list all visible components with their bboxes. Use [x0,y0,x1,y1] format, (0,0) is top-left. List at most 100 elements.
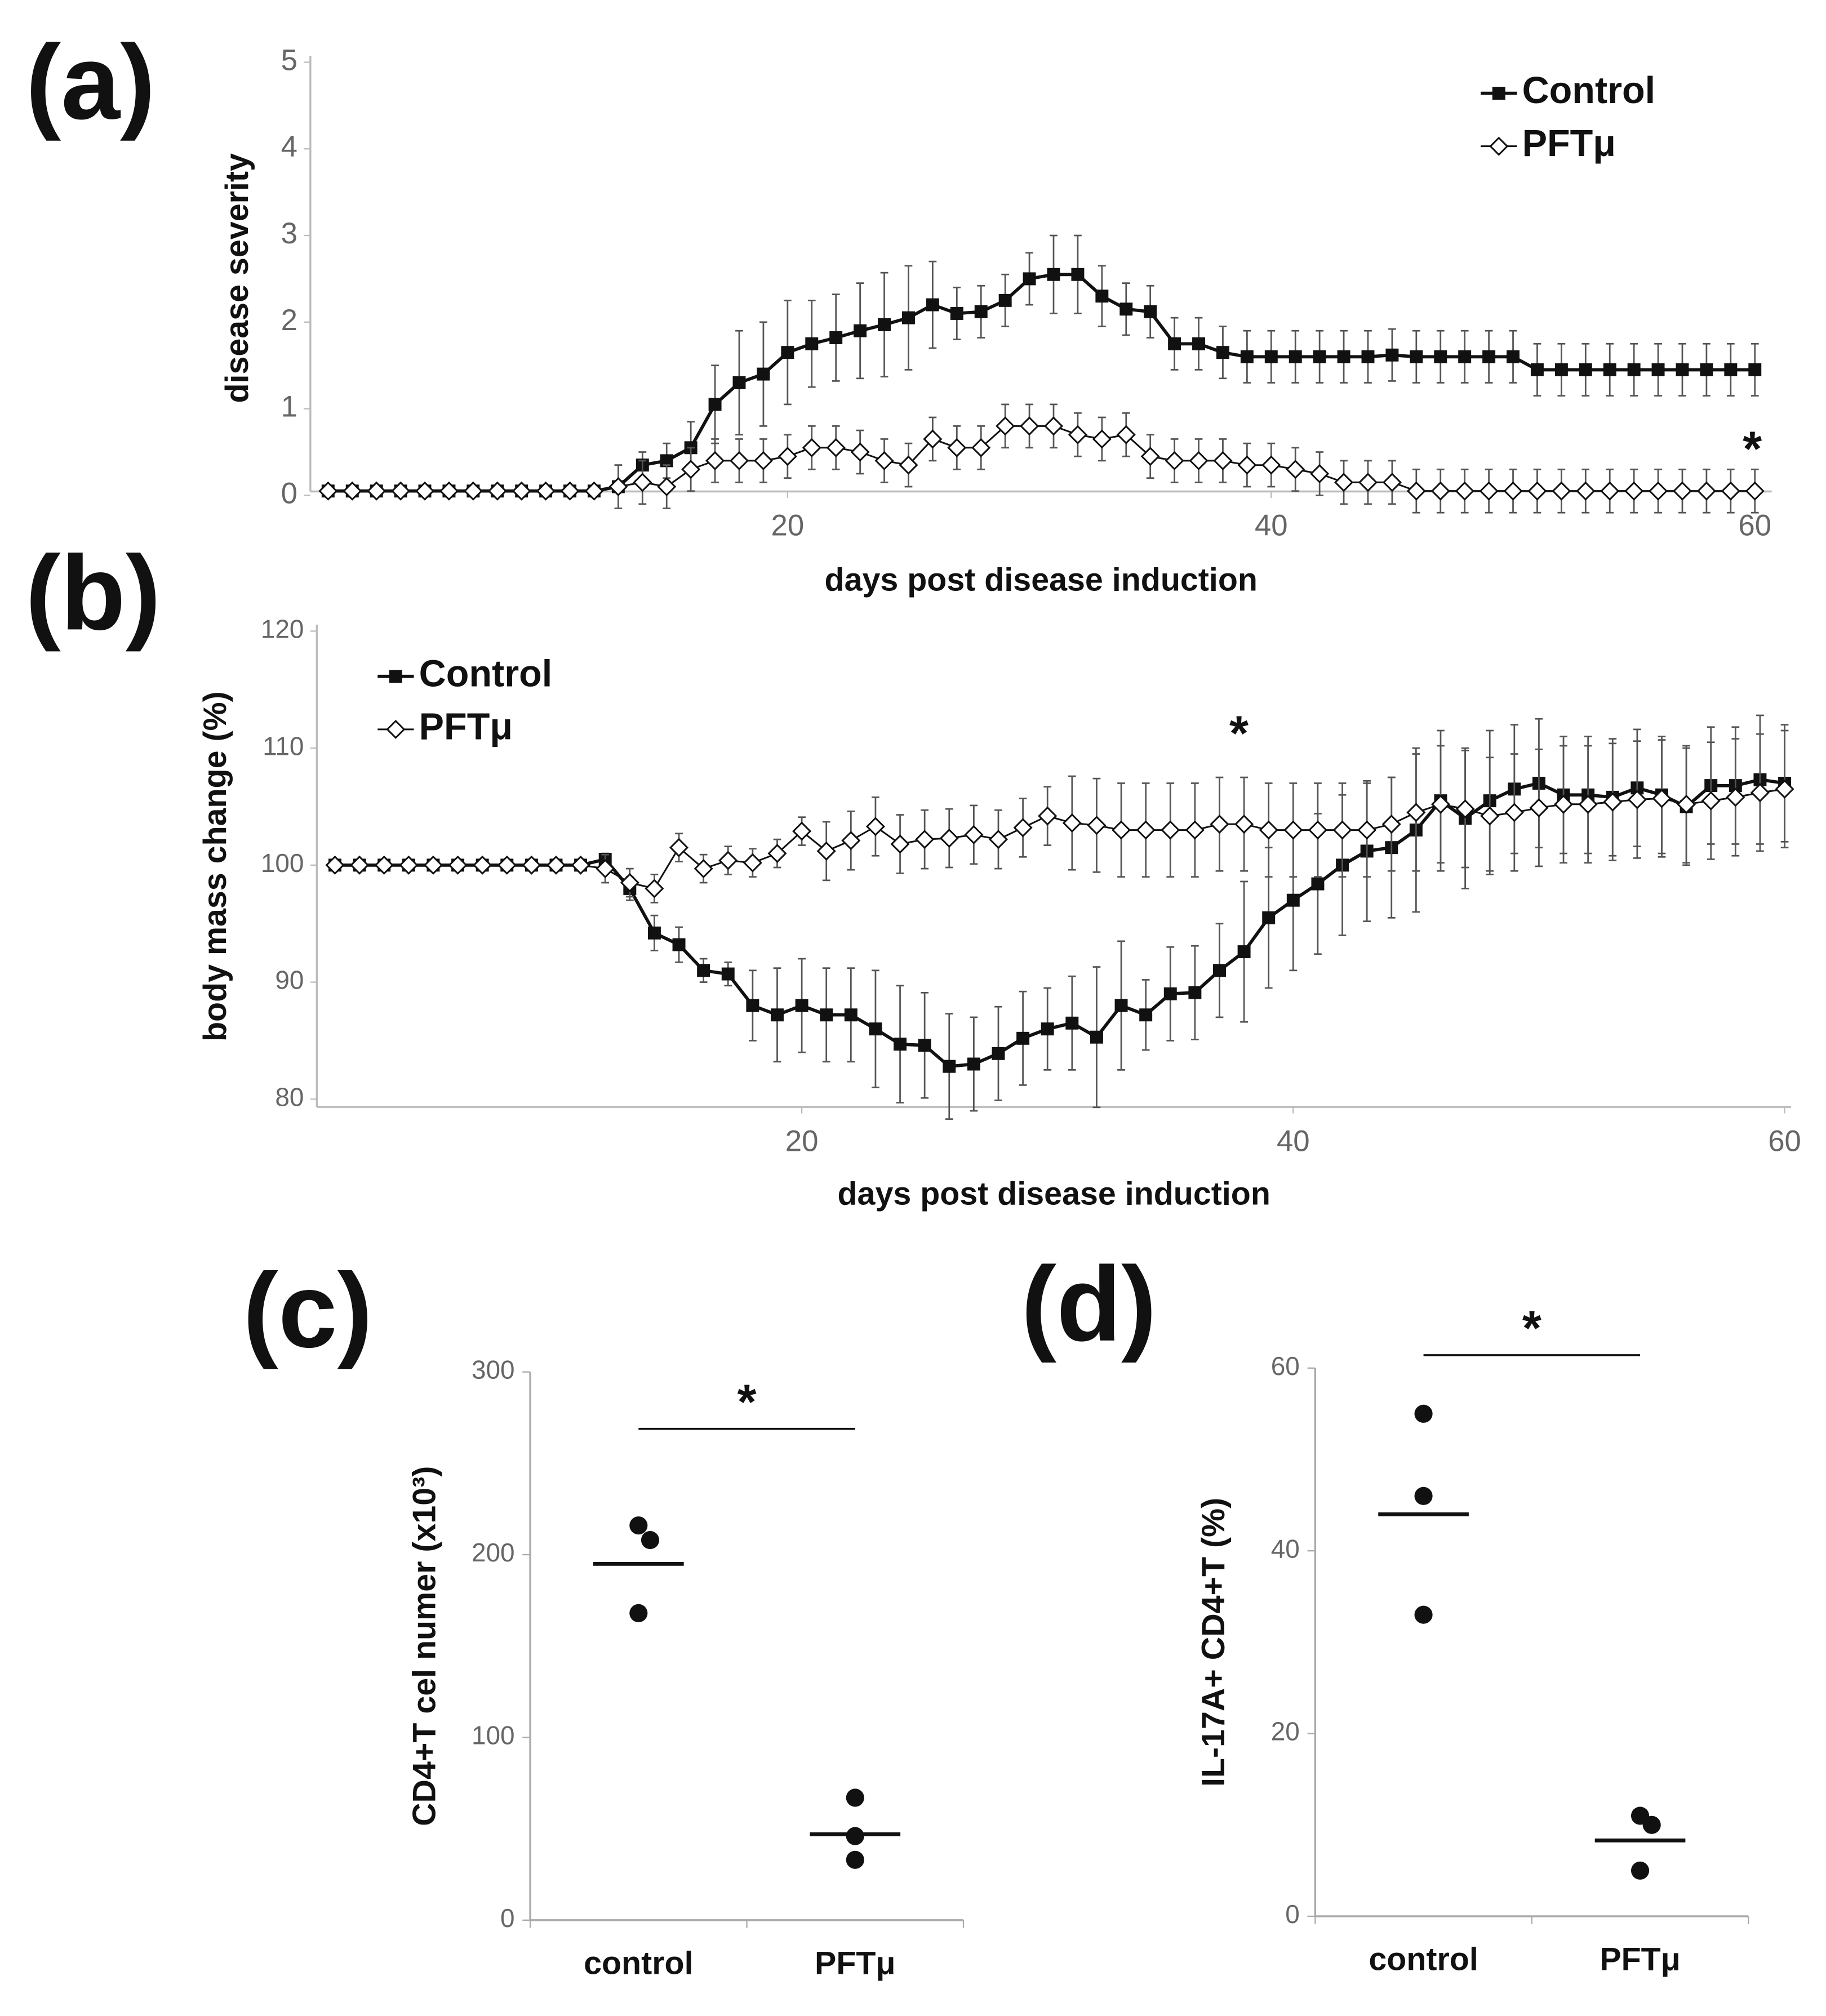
dot [846,1788,864,1807]
y-tick-label: 5 [281,43,297,77]
marker [1168,337,1181,350]
x-tick-label: 40 [1255,509,1288,542]
marker [1479,481,1499,501]
marker [1213,964,1226,977]
marker [767,844,787,864]
marker [350,855,370,875]
marker [1406,803,1426,822]
marker [1234,815,1254,834]
marker [1047,268,1060,281]
marker [1677,794,1696,814]
marker [1332,820,1352,840]
dot [1414,1487,1433,1505]
panel-label: (a) [26,23,156,141]
y-axis-label: IL-17A+ CD4+T (%) [1196,1498,1232,1787]
y-tick-label: 80 [275,1082,304,1111]
marker [721,967,735,981]
marker [1600,481,1620,501]
marker [1043,416,1064,436]
dot [629,1604,648,1622]
marker [536,481,556,501]
marker [1651,363,1665,376]
marker [1700,363,1713,376]
x-axis-label: days post disease induction [825,562,1258,598]
marker [1140,447,1160,466]
annotation: * [1743,422,1762,477]
marker [865,817,885,836]
y-axis-label: body mass change (%) [197,691,233,1042]
marker [1696,481,1716,501]
marker [1136,820,1156,840]
marker [1627,790,1647,809]
series-line [335,778,1785,1069]
y-tick-label: 1 [281,390,297,424]
series-line [328,425,1755,492]
marker [732,376,746,389]
dot [1414,1605,1433,1624]
marker [487,481,507,501]
annotation: * [1522,1301,1541,1356]
marker [1116,425,1136,444]
marker [971,438,991,457]
marker [890,834,910,854]
marker [1406,481,1426,501]
marker [1213,451,1233,470]
marker [1023,272,1036,286]
marker [1721,481,1740,501]
marker [1775,779,1794,799]
y-tick-label: 100 [472,1721,515,1750]
marker [771,1008,784,1022]
marker [743,853,762,873]
y-axis-label: disease severity [219,153,255,403]
y-axis-label: CD4+T cel numer (x10³) [407,1466,443,1826]
marker [1216,346,1229,359]
marker [950,306,963,320]
marker [1529,798,1549,818]
marker [633,473,652,492]
marker [399,855,419,875]
marker [1210,815,1229,834]
marker [1480,806,1500,826]
marker [1382,473,1402,492]
marker [1430,481,1450,501]
marker [391,481,411,501]
marker [571,855,590,875]
marker [325,855,345,875]
marker [1649,481,1668,501]
marker [964,825,984,844]
marker [1701,791,1721,811]
marker [795,999,808,1012]
marker [473,855,492,875]
y-tick-label: 20 [1271,1717,1300,1746]
marker [1361,350,1375,363]
marker [874,451,894,470]
marker [1283,820,1303,840]
marker [974,305,988,318]
x-tick-label: control [1369,1941,1478,1977]
y-tick-label: 4 [281,130,297,163]
y-tick-label: 110 [263,731,304,760]
marker [1038,806,1058,826]
annotation: * [737,1374,757,1429]
marker [463,481,483,501]
marker [1627,363,1641,376]
panel-label: (b) [25,533,161,652]
marker [1676,363,1689,376]
marker [1041,1022,1054,1036]
x-tick-label: 60 [1738,509,1771,542]
marker [596,859,615,879]
marker [1337,350,1350,363]
marker [1095,290,1109,303]
x-tick-label: 20 [771,509,804,542]
marker [820,1008,833,1022]
marker [992,1047,1005,1060]
x-tick-label: 40 [1277,1124,1310,1158]
marker [1112,820,1131,840]
legend-label: Control [419,653,553,695]
y-tick-label: 60 [1271,1351,1300,1381]
marker [792,821,812,841]
marker [415,481,435,501]
marker [1724,363,1738,376]
y-tick-label: 0 [281,477,297,510]
marker [660,454,673,468]
